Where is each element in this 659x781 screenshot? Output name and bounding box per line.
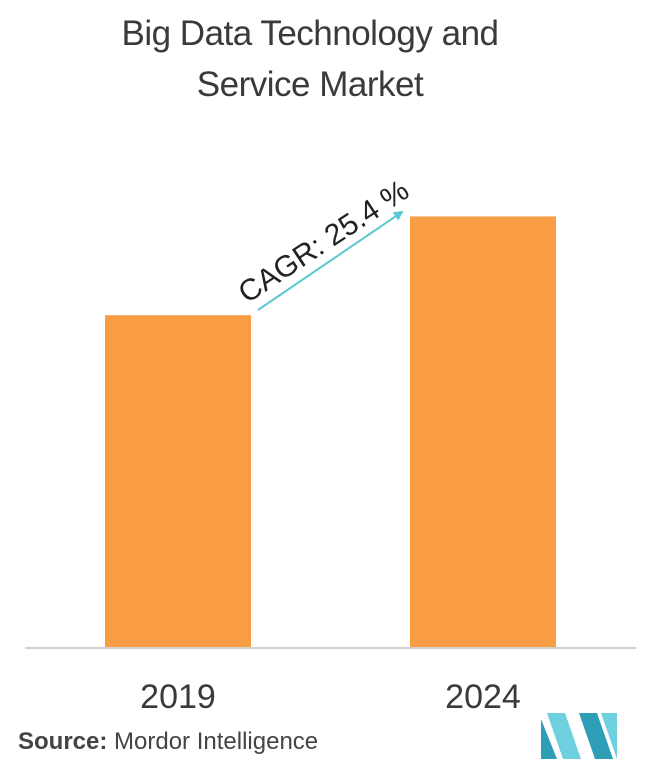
chart-title-line-2: Service Market: [196, 65, 424, 104]
mordor-intelligence-logo-icon: [541, 713, 617, 759]
cagr-arrow: [257, 210, 404, 311]
x-tick-label-2024: 2024: [445, 678, 521, 716]
chart-title: Big Data Technology and Service Market: [0, 8, 620, 110]
source-text: Mordor Intelligence: [114, 728, 319, 755]
source-label: Source:: [18, 728, 108, 755]
cagr-label: CAGR: 25.4 %: [233, 174, 415, 310]
chart-title-line-1: Big Data Technology and: [121, 14, 499, 53]
x-tick-label-2019: 2019: [140, 678, 216, 716]
source-note: Source: Mordor Intelligence: [18, 728, 318, 756]
bar-2024: [410, 216, 556, 648]
bar-2019: [105, 315, 251, 648]
